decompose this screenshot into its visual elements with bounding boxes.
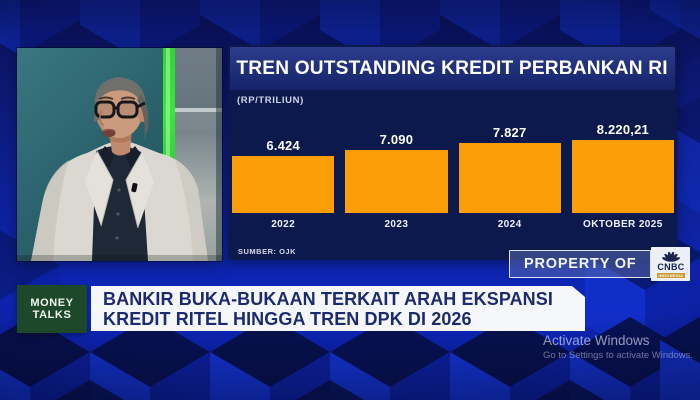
bar-value-label: 8.220,21: [596, 122, 649, 137]
property-of-badge: PROPERTY OF CNBC INDONESIA: [509, 247, 691, 281]
chart-title-band: TREN OUTSTANDING KREDIT PERBANKAN RI: [230, 47, 675, 90]
cnbc-indonesia-label: INDONESIA: [656, 273, 686, 278]
chart-unit-label: (RP/TRILIUN): [237, 95, 304, 106]
headline-line-1: BANKIR BUKA-BUKAAN TERKAIT ARAH EKSPANSI: [103, 289, 553, 309]
bar-column: 6.424 2022: [232, 118, 335, 230]
property-of-label: PROPERTY OF: [524, 256, 637, 272]
bar-category-label: 2022: [271, 219, 296, 230]
activate-windows-subtext: Go to Settings to activate Windows.: [543, 350, 693, 361]
bar-category-label: 2023: [384, 219, 409, 230]
chart-title: TREN OUTSTANDING KREDIT PERBANKAN RI: [236, 57, 669, 79]
bar-value-label: 7.827: [492, 125, 527, 140]
headline-line-2: KREDIT RITEL HINGGA TREN DPK DI 2026: [103, 309, 472, 329]
bar-value-label: 7.090: [379, 132, 414, 147]
guest-video: [17, 48, 222, 261]
chart-source: SUMBER: OJK: [238, 247, 297, 256]
bar: [458, 143, 561, 213]
bar-value-label: 6.424: [266, 138, 300, 153]
bar: [345, 150, 448, 213]
bar-column: 7.827 2024: [458, 118, 561, 230]
lapel-mic: [131, 182, 138, 193]
program-badge: MONEY TALKS: [17, 285, 87, 333]
cnbc-wordmark: CNBC: [657, 262, 685, 272]
property-of-label-box: PROPERTY OF: [509, 250, 652, 278]
guest-illustration: [17, 48, 222, 261]
os-activation-watermark: Activate Windows Go to Settings to activ…: [543, 333, 693, 361]
program-badge-line-1: MONEY: [30, 296, 74, 309]
guest-person: [31, 77, 208, 261]
chart-panel: TREN OUTSTANDING KREDIT PERBANKAN RI (RP…: [228, 45, 677, 260]
bar-category-label: 2024: [497, 219, 522, 230]
activate-windows-text: Activate Windows: [543, 333, 650, 348]
bar-column: 8.220,21 OKTOBER 2025: [571, 118, 674, 230]
cnbc-logo: CNBC INDONESIA: [651, 247, 691, 281]
headline-banner: BANKIR BUKA-BUKAAN TERKAIT ARAH EKSPANSI…: [91, 286, 585, 331]
bar: [571, 140, 674, 213]
bar: [232, 156, 335, 213]
lower-third: MONEY TALKS BANKIR BUKA-BUKAAN TERKAIT A…: [0, 283, 700, 335]
bar-category-label: OKTOBER 2025: [583, 219, 663, 230]
glasses: [94, 100, 146, 119]
program-badge-line-2: TALKS: [32, 309, 72, 321]
bar-column: 7.090 2023: [345, 118, 448, 230]
chart-columns: 6.424 2022 7.090 2023 7.827 2024 8.220,2…: [232, 118, 674, 230]
